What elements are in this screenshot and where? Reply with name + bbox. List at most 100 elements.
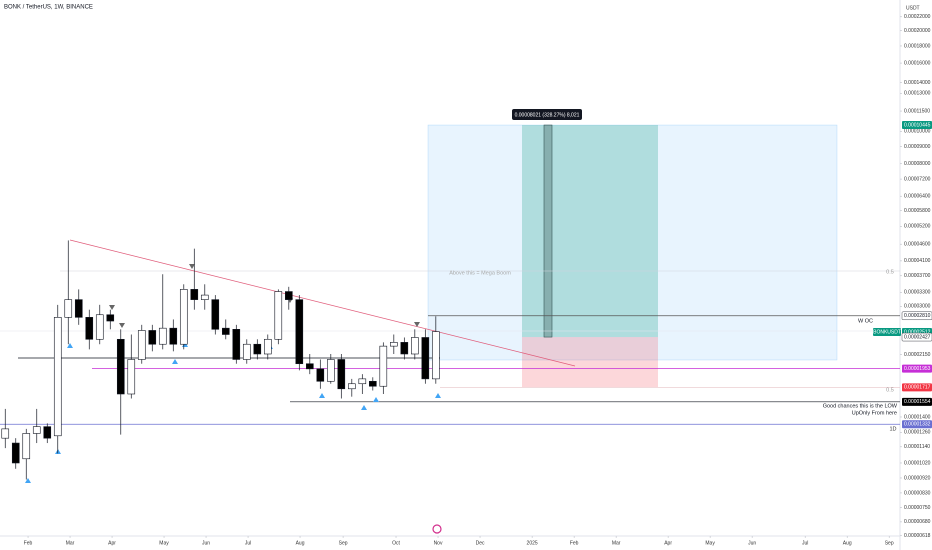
y-tick-label: 0.00000750 <box>904 505 931 511</box>
price-tag-label: 0.00010445 <box>904 122 931 128</box>
candle-body <box>22 433 31 460</box>
candle-body <box>169 327 178 345</box>
candle-body <box>1 428 10 439</box>
price-tag-label: 0.00001332 <box>904 422 931 428</box>
price-tag <box>901 311 932 320</box>
price-tag <box>902 121 932 130</box>
up-marker <box>361 405 367 410</box>
y-tick-label: 0.00002150 <box>904 352 931 358</box>
x-tick-label: Aug <box>843 540 852 546</box>
x-tick-label: Feb <box>570 540 579 546</box>
y-tick-label: 0.00016000 <box>904 60 931 66</box>
y-tick-label: 0.00003300 <box>904 290 931 296</box>
y-tick-label: 0.00000618 <box>904 533 931 539</box>
position-profit <box>522 125 658 338</box>
down-marker <box>119 323 125 328</box>
y-tick-label: 0.00010000 <box>904 129 931 135</box>
candle-body <box>137 330 146 360</box>
y-tick-label: 0.00011500 <box>904 108 930 114</box>
x-tick-label: Dec <box>476 540 485 546</box>
candle-body <box>106 314 115 322</box>
x-tick-label: Nov <box>434 540 443 546</box>
candle-body <box>348 383 356 390</box>
position-loss <box>522 337 658 388</box>
x-tick-label: Mar <box>66 540 75 546</box>
candle-body <box>211 299 220 330</box>
y-tick-label: 0.00001400 <box>904 414 931 420</box>
down-marker <box>109 305 115 310</box>
y-tick-label: 0.00008000 <box>904 161 931 167</box>
candle-body <box>337 359 346 390</box>
candle-body <box>190 289 199 300</box>
x-tick-label: Feb <box>24 540 33 546</box>
y-tick-label: 0.00006400 <box>904 194 931 200</box>
event-icon <box>432 524 442 534</box>
annotation: Good chances this is the LOW <box>823 403 898 409</box>
candle-body <box>379 345 388 387</box>
candle-body <box>421 337 430 380</box>
y-tick-label: 0.00004600 <box>904 241 931 247</box>
chart-title: BONK / TetherUS, 1W, BINANCE <box>4 5 93 11</box>
x-tick-label: Jul <box>245 540 251 546</box>
candle-body <box>306 363 314 370</box>
position-path <box>543 124 553 338</box>
x-tick-label: 2025 <box>527 540 538 546</box>
price-tag-label: 0.00002810 <box>904 313 931 319</box>
price-tag <box>902 383 932 392</box>
candle-body <box>221 327 230 335</box>
y-tick-label: 0.00005200 <box>904 224 931 230</box>
up-marker <box>67 343 73 348</box>
candle-body <box>53 317 62 437</box>
candle-body <box>295 299 304 365</box>
position-range <box>427 124 838 361</box>
symbol-tag-label: BONKUSDT <box>873 329 901 335</box>
y-tick-label: 0.00013000 <box>904 91 931 97</box>
y-tick-label: 0.00018000 <box>904 43 931 49</box>
y-tick-label: 0.00005800 <box>904 208 931 214</box>
y-tick-label: 0.00022000 <box>904 14 931 20</box>
candle-body <box>316 368 325 382</box>
price-tag <box>901 332 932 342</box>
price-tag-label: 0.00001554 <box>904 399 931 405</box>
y-tick-label: 0.00007200 <box>904 176 931 182</box>
up-marker <box>172 359 178 364</box>
y-tick-label: 0.00004100 <box>904 258 931 264</box>
x-tick-label: Mar <box>612 540 621 546</box>
candle-body <box>284 291 293 300</box>
x-tick-label: Sep <box>885 540 894 546</box>
down-marker <box>189 264 195 269</box>
candle-body <box>242 343 251 360</box>
annotation: 0.5 <box>886 387 894 393</box>
candle-body <box>116 338 125 395</box>
candle-body <box>179 289 188 345</box>
y-tick-label: 0.00001260 <box>904 430 931 436</box>
y-tick-label: 0.00000920 <box>904 475 931 481</box>
x-tick-label: Oct <box>392 540 400 546</box>
candle-body <box>263 338 272 355</box>
symbol-tag <box>873 328 901 337</box>
candle-body <box>411 337 419 355</box>
candle-body <box>11 442 20 464</box>
x-tick-label: Jul <box>802 540 808 546</box>
down-marker <box>414 322 420 327</box>
candle-body <box>85 317 94 340</box>
price-tag-label: 0.00002512 <box>904 329 931 335</box>
price-tag <box>902 397 932 406</box>
y-tick-label: 0.00020000 <box>904 28 931 34</box>
annotation: Above this = Mega Boom <box>449 270 511 276</box>
position-label-bg <box>512 109 582 120</box>
y-tick-label: 0.00003700 <box>904 273 931 279</box>
candle-body <box>158 327 167 345</box>
candle-body <box>74 299 83 318</box>
up-marker <box>435 393 441 398</box>
currency: USDT <box>906 5 920 11</box>
candle-body <box>43 426 52 439</box>
candle-body <box>64 299 73 318</box>
candle-body <box>32 426 41 434</box>
y-tick-label: 0.00001140 <box>904 444 930 450</box>
candle-body <box>232 329 241 360</box>
candle-body <box>253 343 262 355</box>
y-tick-label: 0.00000830 <box>904 490 931 496</box>
candle-body <box>400 342 409 355</box>
